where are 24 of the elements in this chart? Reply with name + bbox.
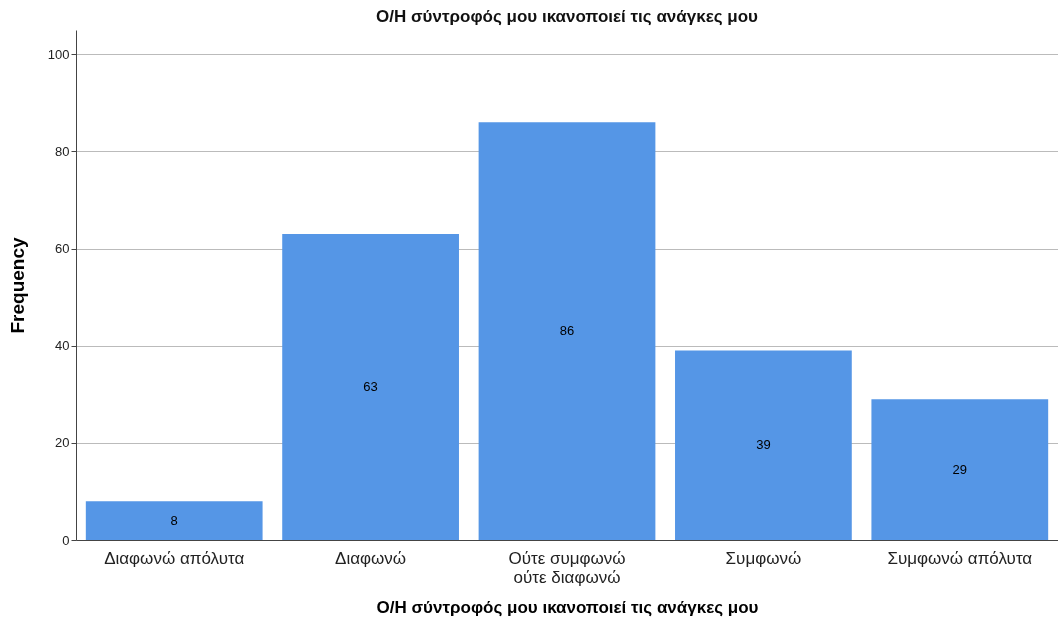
y-tick-label: 80 xyxy=(55,143,70,159)
x-tick-label: Συμφωνώ απόλυτα xyxy=(887,548,1033,568)
bar xyxy=(675,350,852,540)
y-tick-label: 60 xyxy=(55,241,70,257)
data-label: 86 xyxy=(559,323,575,339)
y-axis-title: Frequency xyxy=(6,237,28,334)
data-label: 63 xyxy=(363,379,378,394)
y-tick-label: 20 xyxy=(55,435,70,451)
x-tick-label: Διαφωνώ xyxy=(335,548,407,568)
y-tick-label: 40 xyxy=(55,338,70,354)
bar xyxy=(478,122,656,540)
x-tick-label: Ούτε συμφωνώ ούτε διαφωνώ xyxy=(508,548,626,587)
bar xyxy=(871,399,1049,540)
x-tick-label: Διαφωνώ απόλυτα xyxy=(104,548,245,568)
data-label: 8 xyxy=(170,512,178,528)
data-label: 39 xyxy=(756,437,771,453)
chart-title: Ο/Η σύντροφός μου ικανοποιεί τις ανάγκες μου xyxy=(375,7,759,26)
bar xyxy=(85,501,263,540)
bar xyxy=(282,234,459,540)
y-tick-label: 0 xyxy=(62,532,70,548)
x-axis-title: Ο/Η σύντροφός μου ικανοποιεί τις ανάγκες μου xyxy=(376,597,759,617)
y-tick-label: 100 xyxy=(47,46,70,62)
data-label: 29 xyxy=(952,461,968,477)
x-tick-label: Συμφωνώ xyxy=(725,548,802,568)
